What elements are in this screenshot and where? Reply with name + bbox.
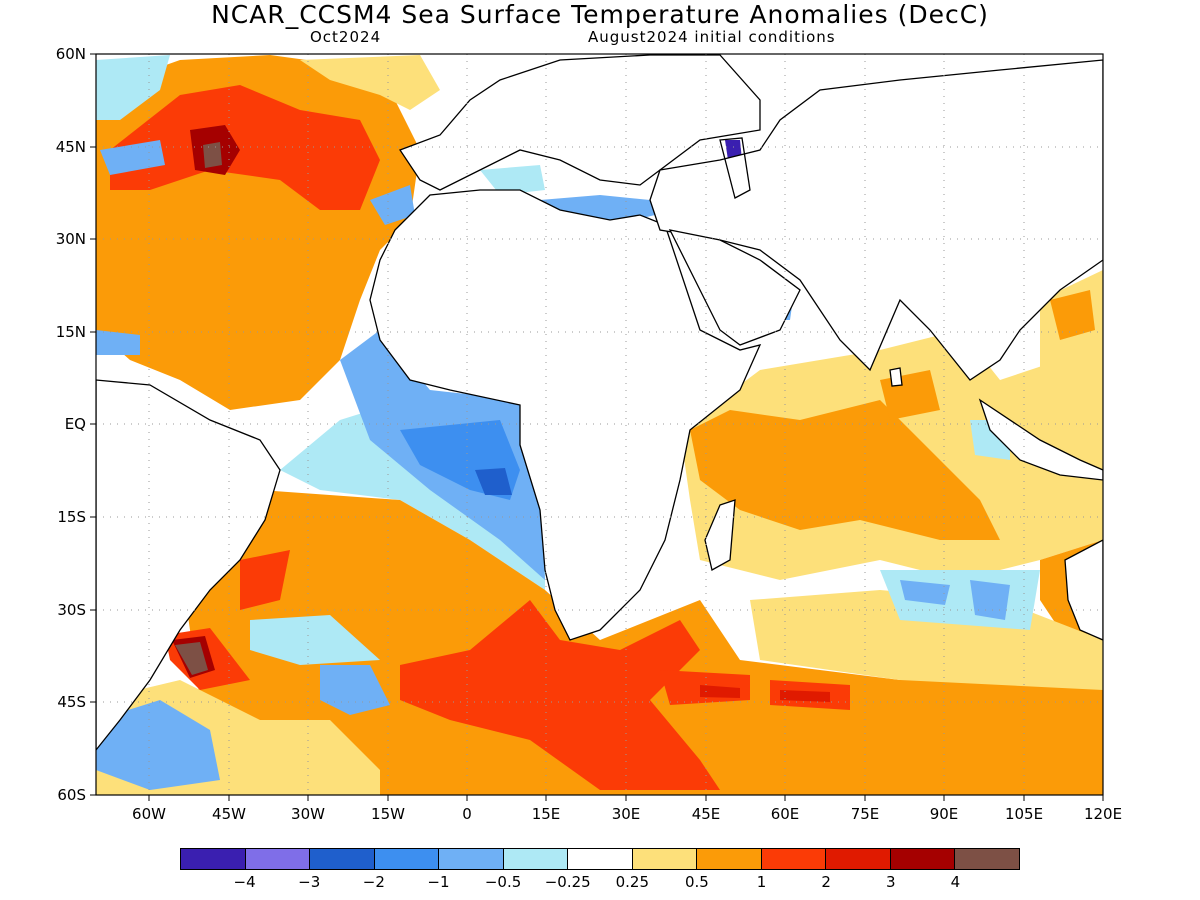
anomaly-region — [370, 185, 415, 225]
anomaly-region — [110, 85, 380, 210]
axis-ticks — [90, 53, 1104, 801]
x-tick-label: 30E — [611, 805, 641, 823]
anomaly-region — [250, 615, 380, 665]
y-tick-label: 45N — [55, 138, 86, 156]
indonesia-landmass — [978, 398, 1103, 481]
anomaly-region — [780, 690, 830, 702]
anomaly-region — [203, 142, 222, 168]
colorbar-label: −1 — [427, 873, 450, 891]
colorbar-label: −3 — [298, 873, 321, 891]
colorbar-swatch — [761, 849, 827, 869]
colorbar-label: 0.5 — [684, 873, 709, 891]
anomaly-region — [475, 468, 512, 495]
australia-landmass — [1064, 539, 1103, 641]
y-tick-label: 60S — [57, 786, 86, 804]
y-tick-label: EQ — [64, 415, 86, 433]
colorbar-swatch — [245, 849, 311, 869]
colorbar-swatch — [955, 849, 1019, 869]
colorbar-swatch — [181, 849, 246, 869]
colorbar-swatch — [890, 849, 956, 869]
map-title: NCAR_CCSM4 Sea Surface Temperature Anoma… — [211, 0, 989, 29]
anomaly-region — [480, 165, 545, 195]
y-tick-label: 30S — [57, 601, 86, 619]
x-tick-label: 60W — [132, 805, 166, 823]
colorbar-swatch — [632, 849, 698, 869]
colorbar-swatch — [439, 849, 504, 869]
colorbar-label: 3 — [885, 873, 896, 891]
colorbar — [180, 848, 1020, 870]
caspian-outline — [719, 137, 751, 199]
colorbar-label: 4 — [950, 873, 961, 891]
anomaly-region — [690, 400, 1000, 540]
anomaly-region — [96, 700, 220, 790]
anomaly-region — [240, 550, 290, 610]
arabia-landmass — [668, 229, 801, 346]
x-tick-label: 75E — [850, 805, 880, 823]
y-tick-label: 60N — [55, 45, 86, 63]
colorbar-label: 2 — [821, 873, 831, 891]
anomaly-region — [970, 580, 1010, 620]
anomaly-field — [96, 54, 1103, 795]
colorbar-label: −0.25 — [544, 873, 591, 891]
x-tick-label: 120E — [1083, 805, 1123, 823]
y-tick-label: 45S — [57, 693, 86, 711]
anomaly-region — [96, 330, 140, 355]
colorbar-swatch — [697, 849, 762, 869]
madagascar-landmass — [704, 499, 736, 571]
colorbar-label: −2 — [362, 873, 385, 891]
y-tick-label: 15S — [57, 508, 86, 526]
anomaly-region — [1050, 290, 1095, 340]
anomaly-region — [400, 600, 720, 790]
colorbar-swatch — [503, 849, 569, 869]
anomaly-region — [320, 665, 390, 715]
x-tick-label: 15E — [531, 805, 561, 823]
asia-landmass — [649, 59, 1103, 381]
x-tick-label: 90E — [929, 805, 959, 823]
anomaly-region — [300, 55, 440, 110]
y-tick-label: 15N — [55, 323, 86, 341]
colorbar-swatch — [826, 849, 891, 869]
africa-landmass — [369, 189, 762, 641]
colorbar-label: 0.25 — [615, 873, 649, 891]
anomaly-region — [700, 685, 740, 698]
anomaly-region — [96, 55, 170, 120]
colorbar-swatch — [568, 849, 633, 869]
anomaly-region — [900, 580, 950, 605]
initial-conditions-label: August2024 initial conditions — [588, 28, 836, 46]
x-tick-label: 45W — [212, 805, 246, 823]
colorbar-swatch — [374, 849, 440, 869]
colorbar-label: −4 — [233, 873, 256, 891]
south-america-landmass — [96, 379, 281, 752]
y-tick-label: 30N — [55, 230, 86, 248]
x-tick-label: 0 — [462, 805, 472, 823]
colorbar-swatch — [310, 849, 375, 869]
x-tick-label: 30W — [291, 805, 325, 823]
anomaly-region — [175, 642, 208, 675]
colorbar-label: 1 — [756, 873, 767, 891]
forecast-month-label: Oct2024 — [310, 28, 382, 46]
europe-landmass — [399, 54, 761, 191]
x-tick-label: 15W — [371, 805, 405, 823]
colorbar-label: −0.5 — [484, 873, 522, 891]
sri-lanka-landmass — [889, 367, 903, 387]
x-tick-label: 105E — [1004, 805, 1044, 823]
x-tick-label: 45E — [691, 805, 721, 823]
x-tick-label: 60E — [770, 805, 800, 823]
